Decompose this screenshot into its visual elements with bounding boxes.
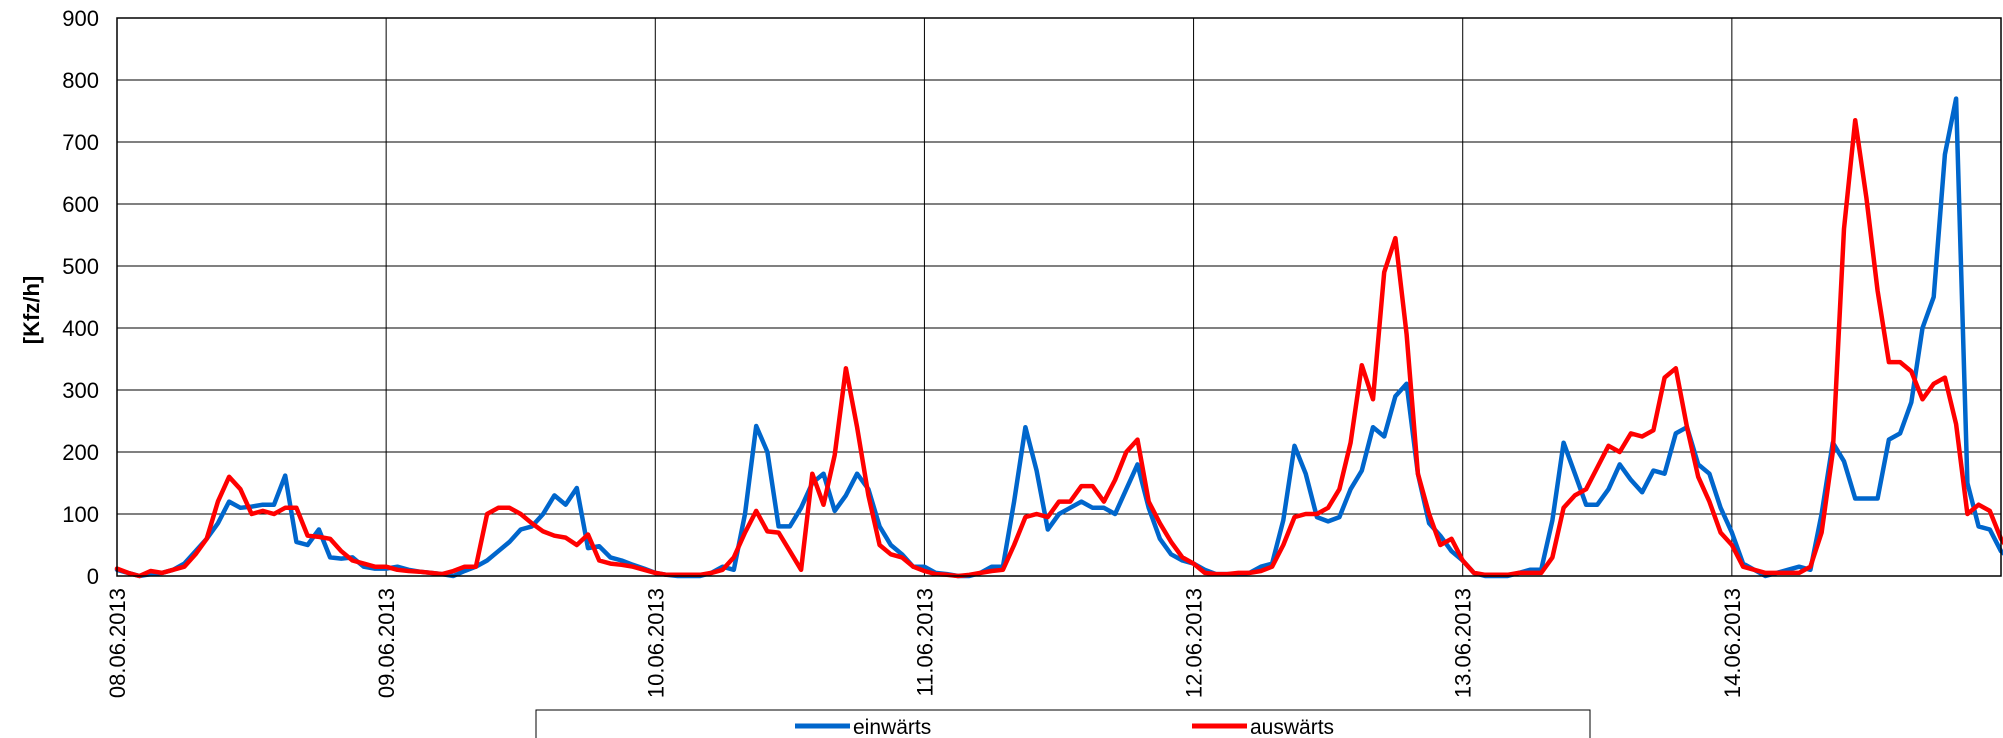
x-axis-ticks: 08.06.2013 09.06.2013 10.06.2013 11.06.2013… — [105, 588, 1745, 698]
y-tick-label: 800 — [62, 68, 99, 93]
y-tick-label: 900 — [62, 6, 99, 31]
y-axis-ticks: 0 100 200 300 400 500 600 700 800 900 — [62, 6, 99, 589]
legend-label-einwaerts: einwärts — [853, 716, 931, 738]
legend-label-auswaerts: auswärts — [1250, 716, 1334, 738]
x-tick-label: 12.06.2013 — [1182, 588, 1207, 698]
x-tick-label: 14.06.2013 — [1720, 588, 1745, 698]
y-tick-label: 0 — [87, 564, 99, 589]
series-line-auswaerts — [114, 118, 2003, 579]
series-layer — [114, 96, 2003, 579]
x-tick-label: 10.06.2013 — [643, 588, 668, 698]
x-tick-label: 13.06.2013 — [1451, 588, 1476, 698]
y-tick-label: 100 — [62, 502, 99, 527]
x-tick-label: 08.06.2013 — [105, 588, 130, 698]
y-tick-label: 300 — [62, 378, 99, 403]
plot-area-border — [116, 17, 2002, 577]
y-tick-label: 400 — [62, 316, 99, 341]
y-tick-label: 700 — [62, 130, 99, 155]
x-tick-label: 09.06.2013 — [374, 588, 399, 698]
legend-box — [535, 709, 1591, 738]
y-tick-label: 600 — [62, 192, 99, 217]
y-axis-label: [Kfz/h] — [19, 276, 44, 344]
y-tick-label: 200 — [62, 440, 99, 465]
x-tick-label: 11.06.2013 — [912, 588, 937, 696]
legend: einwärts auswärts — [535, 709, 1591, 738]
y-tick-label: 500 — [62, 254, 99, 279]
